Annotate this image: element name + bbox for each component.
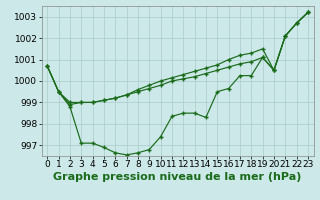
X-axis label: Graphe pression niveau de la mer (hPa): Graphe pression niveau de la mer (hPa) — [53, 172, 302, 182]
